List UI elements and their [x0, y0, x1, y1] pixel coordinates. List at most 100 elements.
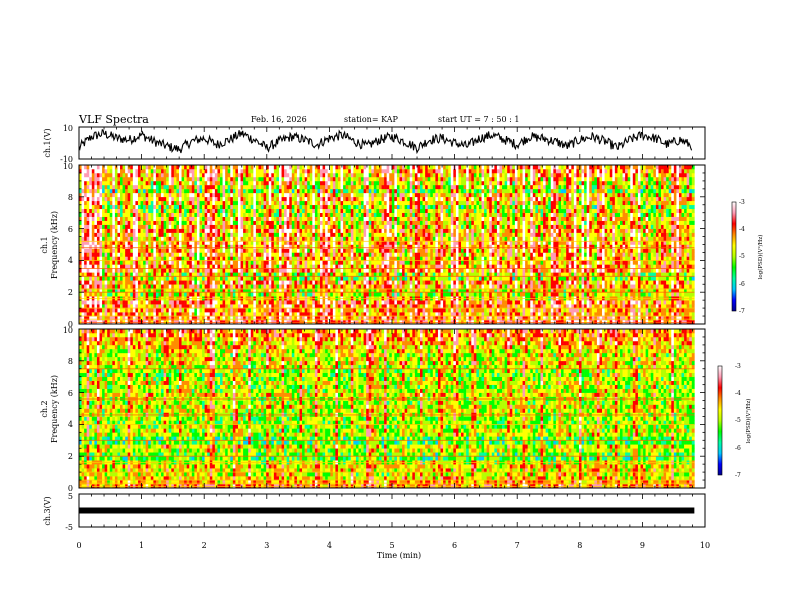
spectrogram-cell — [209, 200, 213, 206]
spectrogram-cell — [286, 300, 290, 305]
spectrogram-cell — [378, 184, 382, 190]
spectrogram-cell — [176, 172, 180, 178]
spectrogram-cell — [140, 284, 144, 289]
spectrogram-cell — [99, 252, 103, 257]
spectrogram-cell — [209, 284, 213, 289]
spectrogram-cell — [286, 216, 290, 221]
spectrogram-cell — [184, 208, 187, 213]
spectrogram-cell — [220, 240, 223, 245]
spectrogram-cell — [194, 264, 198, 269]
spectrogram-cell — [194, 312, 198, 317]
spectrogram-cell — [230, 224, 234, 229]
spectrogram-cell — [284, 264, 287, 269]
spectrogram-cell — [168, 216, 172, 221]
spectrogram-cell — [245, 304, 249, 309]
spectrogram-cell — [294, 208, 298, 213]
spectrogram-cell — [317, 165, 321, 170]
spectrogram-cell — [184, 192, 187, 198]
spectrogram-cell — [225, 196, 229, 202]
spectrogram-cell — [299, 236, 303, 241]
spectrogram-cell — [127, 192, 131, 198]
spectrogram-cell — [271, 172, 275, 178]
spectrogram-cell — [337, 196, 341, 202]
spectrogram-cell — [125, 168, 129, 174]
spectrogram-cell — [335, 316, 339, 321]
spectrogram-cell — [358, 264, 362, 269]
spectrogram-cell — [353, 240, 357, 245]
spectrogram-cell — [117, 304, 121, 309]
spectrogram-cell — [250, 308, 254, 313]
spectrogram-cell — [135, 212, 139, 217]
spectrogram-cell — [104, 308, 108, 313]
spectrogram-cell — [171, 260, 175, 265]
spectrogram-cell — [191, 208, 195, 213]
spectrogram-cell — [335, 304, 339, 309]
spectrogram-cell — [376, 256, 380, 261]
spectrogram-cell — [222, 228, 226, 233]
spectrogram-cell — [286, 180, 290, 186]
spectrogram-cell — [332, 212, 336, 217]
spectrogram-cell — [286, 232, 290, 237]
spectrogram-cell — [81, 264, 85, 269]
spectrogram-cell — [220, 292, 223, 297]
spectrogram-cell — [179, 228, 182, 233]
spectrogram-cell — [248, 256, 252, 261]
spectrogram-cell — [232, 176, 236, 182]
spectrogram-cell — [214, 196, 218, 202]
spectrogram-cell — [348, 240, 352, 245]
spectrogram-cell — [137, 232, 141, 237]
spectrogram-cell — [361, 236, 364, 241]
spectrogram-cell — [299, 204, 303, 210]
spectrogram-cell — [268, 272, 272, 277]
spectrogram-cell — [273, 276, 277, 281]
spectrogram-cell — [204, 288, 208, 293]
spectrogram-cell — [296, 180, 300, 186]
spectrogram-cell — [79, 165, 82, 170]
spectrogram-cell — [332, 292, 336, 297]
spectrogram-cell — [143, 240, 146, 245]
spectrogram-cell — [386, 196, 390, 202]
spectrogram-cell — [286, 284, 290, 289]
spectrogram-cell — [286, 212, 290, 217]
spectrogram-cell — [271, 260, 275, 265]
spectrogram-cell — [294, 272, 298, 277]
spectrogram-cell — [278, 300, 282, 305]
spectrogram-cell — [284, 232, 287, 237]
spectrogram-cell — [109, 284, 113, 289]
spectrogram-cell — [155, 168, 159, 174]
spectrogram-cell — [84, 216, 87, 221]
spectrogram-cell — [299, 244, 303, 249]
spectrogram-cell — [235, 316, 239, 321]
spectrogram-cell — [81, 216, 85, 221]
spectrogram-cell — [240, 252, 244, 257]
spectrogram-cell — [294, 236, 298, 241]
spectrogram-cell — [243, 288, 246, 293]
spectrogram-cell — [320, 192, 323, 198]
spectrogram-cell — [235, 248, 239, 253]
spectrogram-cell — [299, 304, 303, 309]
spectrogram-cell — [278, 248, 282, 253]
spectrogram-cell — [94, 272, 98, 277]
spectrogram-cell — [168, 256, 172, 261]
spectrogram-cell — [322, 192, 326, 198]
spectrogram-cell — [89, 256, 93, 261]
spectrogram-cell — [132, 280, 136, 285]
spectrogram-cell — [225, 172, 229, 178]
spectrogram-cell — [355, 224, 359, 229]
spectrogram-cell — [207, 268, 211, 273]
spectrogram-cell — [168, 264, 172, 269]
spectrogram-cell — [286, 208, 290, 213]
spectrogram-cell — [130, 240, 134, 245]
spectrogram-cell — [261, 256, 264, 261]
spectrogram-cell — [143, 308, 146, 313]
spectrogram-cell — [148, 228, 152, 233]
spectrogram-cell — [355, 180, 359, 186]
spectrogram-cell — [207, 236, 211, 241]
spectrogram-cell — [373, 224, 377, 229]
spectrogram-cell — [245, 236, 249, 241]
spectrogram-cell — [125, 240, 129, 245]
spectrogram-cell — [89, 192, 93, 198]
spectrogram-cell — [230, 252, 234, 257]
spectrogram-cell — [196, 280, 200, 285]
spectrogram-cell — [299, 212, 303, 217]
